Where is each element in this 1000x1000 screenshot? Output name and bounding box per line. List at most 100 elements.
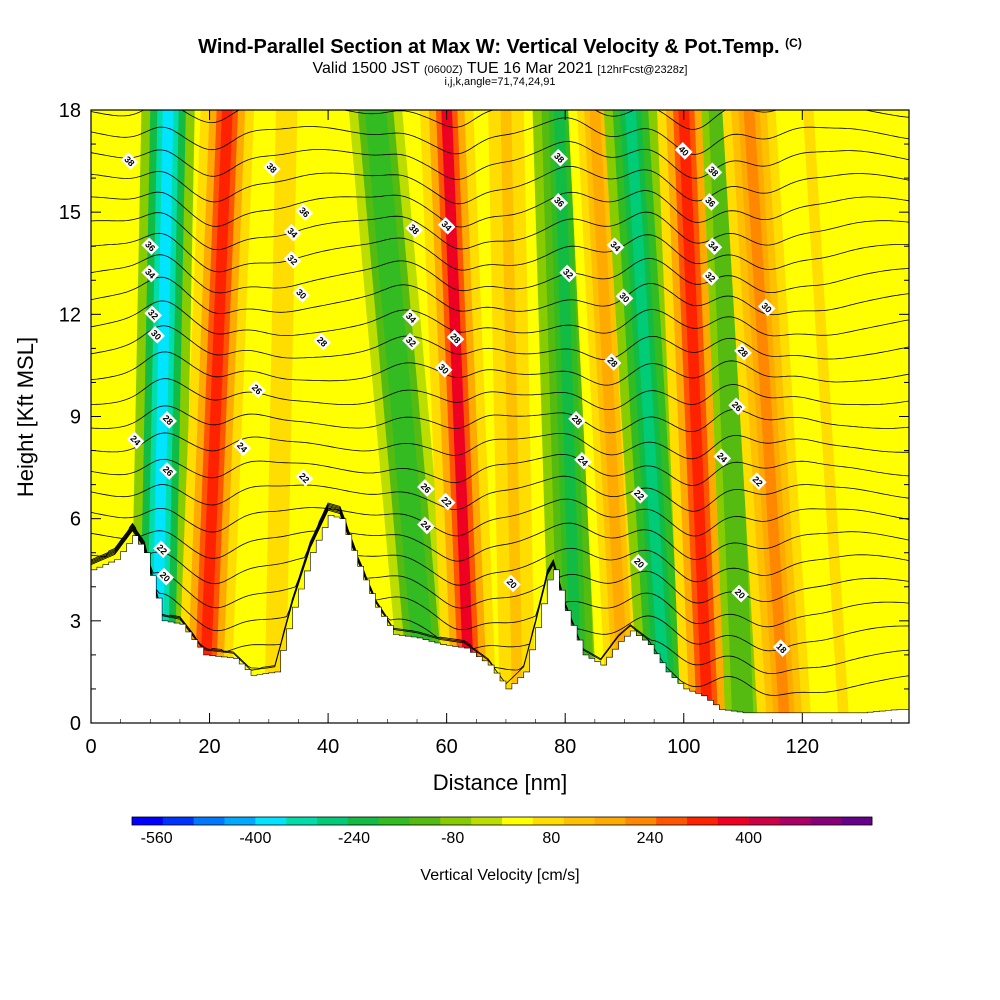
theta-contour-line [91, 432, 909, 460]
velocity-band [488, 110, 536, 723]
velocity-band-layer [802, 110, 850, 723]
y-tick-label: 12 [59, 304, 81, 326]
theta-label: 34 [141, 264, 160, 283]
theta-contour-line [91, 211, 909, 251]
theta-label-bg [615, 288, 634, 307]
x-tick-label: 0 [85, 736, 96, 758]
theta-label-bg [550, 193, 569, 211]
theta-label-bg [141, 264, 160, 283]
theta-label-bg [233, 438, 252, 457]
theta-contour-line [91, 498, 909, 537]
theta-label: 24 [233, 438, 252, 457]
theta-label: 28 [734, 342, 752, 361]
theta-label: 30 [292, 285, 311, 303]
theta-label-bg [437, 492, 456, 511]
theta-label: 28 [313, 332, 332, 351]
theta-label-bg [701, 268, 720, 286]
colorbar-swatch [224, 817, 256, 825]
theta-label: 30 [615, 288, 634, 307]
theta-contour-line [91, 110, 909, 130]
theta-label-bg [292, 285, 311, 303]
theta-contour-line [91, 502, 909, 562]
theta-contour-line [91, 74, 909, 104]
y-tick-label: 6 [70, 509, 81, 531]
theta-label-bg [434, 359, 453, 378]
theta-label-bg [159, 411, 177, 429]
theta-label-bg [120, 152, 139, 170]
theta-label-bg [559, 264, 578, 283]
theta-label-bg [713, 448, 732, 467]
velocity-band-layer [625, 110, 672, 723]
theta-label: 26 [417, 479, 435, 497]
theta-label: 24 [574, 451, 592, 470]
theta-contour-line [91, 325, 909, 360]
theta-label-bg [295, 468, 314, 487]
chart-subtitle: Valid 1500 JST (0600Z) TUE 16 Mar 2021 [… [0, 60, 1000, 78]
colorbar-swatch [317, 817, 349, 825]
velocity-band-layer [743, 110, 790, 723]
x-tick-label: 80 [554, 736, 576, 758]
theta-label: 28 [568, 411, 586, 429]
theta-contour-line [91, 504, 909, 609]
colorbar-swatch [779, 817, 811, 825]
colorbar-swatch [440, 817, 472, 825]
theta-label-bg [402, 308, 420, 327]
theta-contour-line [91, 378, 909, 411]
theta-label-bg [313, 332, 332, 351]
colorbar-swatch [409, 817, 441, 825]
x-tick-label: 100 [667, 736, 700, 758]
colorbar-tick-label: 400 [735, 830, 762, 847]
theta-contours [91, 74, 909, 696]
theta-label-bg [606, 237, 625, 256]
theta-label: 20 [731, 584, 749, 603]
theta-contour-line [91, 166, 909, 205]
theta-label: 18 [772, 639, 791, 657]
velocity-band-layer [713, 110, 749, 723]
theta-contour-line [91, 141, 909, 180]
colorbar-swatch [594, 817, 626, 825]
y-tick-label: 15 [59, 202, 81, 224]
theta-contour-line [91, 507, 909, 653]
velocity-band-layer [198, 110, 233, 723]
theta-contour-line [91, 405, 909, 434]
colorbar-swatch [162, 817, 194, 825]
velocity-band-layer [553, 110, 583, 723]
x-tick-label: 40 [317, 736, 339, 758]
theta-label: 32 [283, 250, 302, 269]
theta-label: 20 [630, 554, 649, 572]
theta-label: 20 [503, 574, 521, 593]
theta-label: 30 [757, 298, 776, 317]
theta-label: 30 [434, 359, 453, 378]
colorbar-swatch [471, 817, 503, 825]
velocity-band [797, 110, 855, 723]
theta-label: 22 [153, 540, 171, 559]
chart-title: Wind-Parallel Section at Max W: Vertical… [0, 36, 1000, 59]
theta-label: 40 [674, 142, 693, 160]
theta-label: 34 [283, 223, 302, 242]
theta-label: 22 [437, 492, 456, 511]
colorbar-swatch [378, 817, 410, 825]
theta-label: 32 [559, 264, 578, 283]
valid-utc: (0600Z) [424, 64, 463, 76]
theta-label: 38 [704, 162, 723, 181]
y-tick-label: 3 [70, 611, 81, 633]
theta-label: 22 [295, 468, 314, 487]
theta-contour-line [91, 117, 909, 155]
theta-label: 26 [248, 380, 266, 399]
theta-label-bg [748, 472, 767, 491]
colorbar-swatch [532, 817, 564, 825]
theta-label-bg [568, 411, 586, 429]
theta-label-bg [704, 237, 723, 256]
theta-label: 38 [550, 148, 569, 167]
theta-label: 28 [603, 353, 622, 371]
velocity-band-layer [589, 110, 630, 723]
theta-contour-line [91, 453, 909, 486]
velocity-band [603, 110, 693, 723]
theta-label-bg [603, 353, 622, 371]
theta-label: 38 [120, 152, 139, 170]
theta-label: 34 [437, 216, 456, 235]
theta-label-bg [701, 193, 720, 211]
terrain-mask [91, 515, 909, 723]
